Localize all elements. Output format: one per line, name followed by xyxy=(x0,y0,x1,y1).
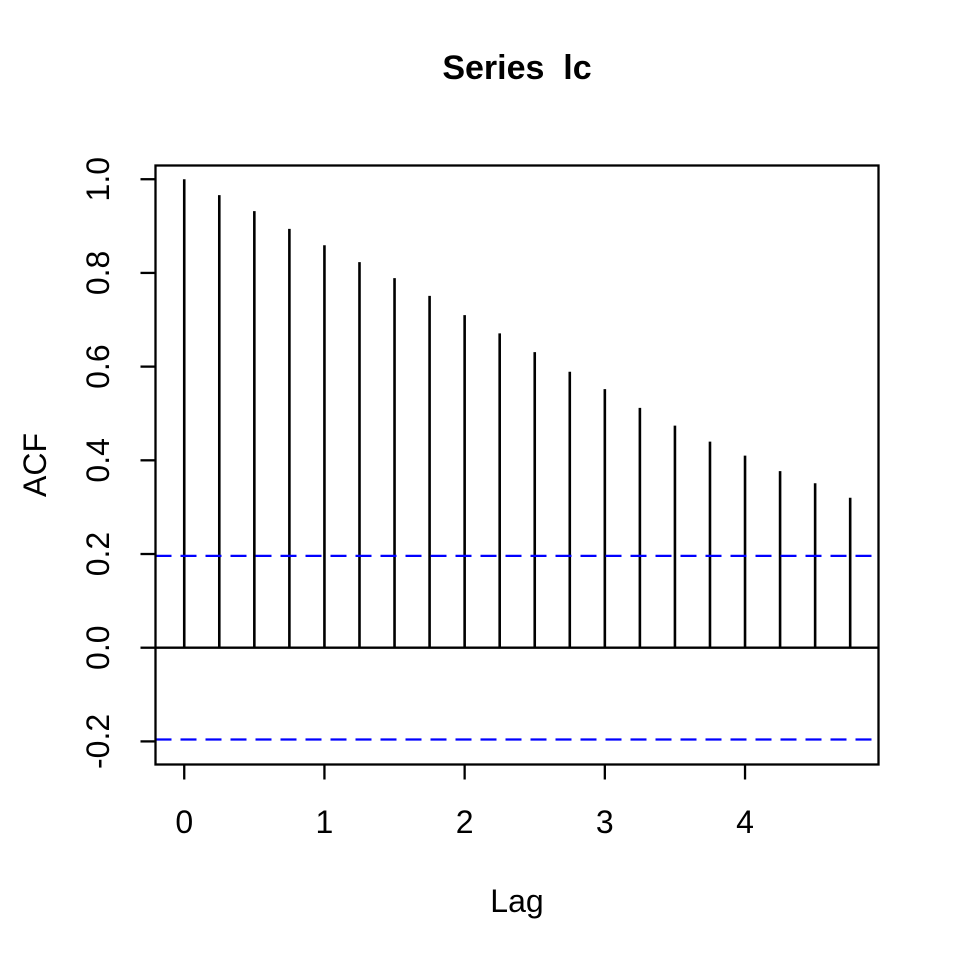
x-tick-label: 1 xyxy=(316,804,334,840)
y-tick-label: 0.0 xyxy=(80,625,116,669)
y-tick-label: 0.8 xyxy=(80,251,116,295)
x-tick-label: 3 xyxy=(596,804,614,840)
x-axis-title: Lag xyxy=(490,883,543,919)
y-tick-label: 0.6 xyxy=(80,344,116,388)
y-tick-label: 0.4 xyxy=(80,438,116,482)
y-axis-tick-labels: -0.2 0.0 0.2 0.4 0.6 0.8 1.0 xyxy=(80,157,116,769)
y-tick-label: 1.0 xyxy=(80,157,116,201)
x-tick-label: 2 xyxy=(456,804,474,840)
acf-bars xyxy=(182,179,852,648)
plot-box xyxy=(154,164,880,766)
x-axis-ticks xyxy=(183,764,747,780)
x-tick-label: 4 xyxy=(736,804,754,840)
y-axis-ticks xyxy=(140,178,156,743)
chart-title: Series lc xyxy=(442,49,592,87)
confidence-lines xyxy=(155,554,879,741)
x-axis-tick-labels: 0 1 2 3 4 xyxy=(175,804,754,840)
y-tick-label: -0.2 xyxy=(80,714,116,769)
plot-border xyxy=(154,164,880,766)
y-tick-label: 0.2 xyxy=(80,532,116,576)
y-axis-title: ACF xyxy=(17,433,53,497)
x-tick-label: 0 xyxy=(175,804,193,840)
